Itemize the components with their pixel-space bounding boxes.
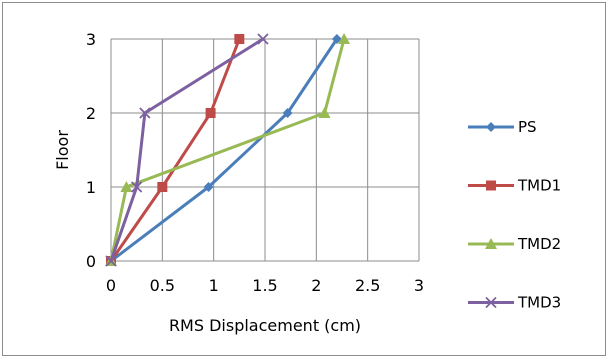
y-tick-label: 2 <box>86 104 96 123</box>
data-point-ps <box>203 182 214 192</box>
legend-label: TMD2 <box>517 235 561 253</box>
series-tmd3 <box>105 33 269 267</box>
x-tick-label: 1.5 <box>252 276 277 295</box>
series-line-tmd1 <box>109 38 241 262</box>
tick-labels: 0 0.5 1 1.5 2 2.5 3 0 1 2 3 <box>86 30 424 295</box>
legend-item-tmd2: TMD2 <box>468 235 561 253</box>
chart-frame <box>2 2 606 356</box>
y-axis-title: Floor <box>53 130 72 170</box>
data-point-tmd1 <box>157 182 168 192</box>
y-tick-label: 0 <box>86 252 96 271</box>
x-tick-label: 2.5 <box>355 276 380 295</box>
legend-label: TMD1 <box>517 177 561 195</box>
legend-marker-tmd3 <box>485 296 497 309</box>
data-point-tmd3 <box>131 181 143 193</box>
legend-marker-tmd1 <box>486 180 496 191</box>
legend-item-tmd3: TMD3 <box>468 294 561 312</box>
legend: PS TMD1 TMD2 TMD3 <box>468 118 561 312</box>
x-tick-label: 0.5 <box>150 276 175 295</box>
legend-label: TMD3 <box>517 294 561 312</box>
x-axis-title: RMS Displacement (cm) <box>169 316 361 335</box>
series-line-tmd2 <box>109 38 346 262</box>
legend-label: PS <box>518 118 537 136</box>
data-point-tmd1 <box>205 108 216 118</box>
legend-item-tmd1: TMD1 <box>468 177 561 195</box>
legend-item-ps: PS <box>468 118 537 136</box>
data-point-tmd2 <box>338 33 351 44</box>
data-point-ps <box>282 108 293 118</box>
x-tick-label: 0 <box>106 276 116 295</box>
y-tick-label: 3 <box>86 30 96 49</box>
data-point-tmd3 <box>105 255 117 267</box>
y-tick-label: 1 <box>86 178 96 197</box>
data-point-tmd2 <box>120 181 133 192</box>
data-point-tmd2 <box>318 107 331 118</box>
legend-marker-ps <box>486 122 496 132</box>
series-layer <box>105 33 351 267</box>
x-tick-label: 1 <box>209 276 219 295</box>
legend-marker-tmd2 <box>485 238 497 249</box>
x-tick-label: 3 <box>414 276 424 295</box>
data-point-tmd1 <box>234 34 245 44</box>
data-point-tmd3 <box>139 107 151 119</box>
data-point-ps <box>331 34 342 44</box>
data-point-tmd3 <box>257 33 269 45</box>
series-line-tmd3 <box>109 37 264 262</box>
series-line-ps <box>110 38 339 263</box>
x-tick-label: 2 <box>311 276 321 295</box>
